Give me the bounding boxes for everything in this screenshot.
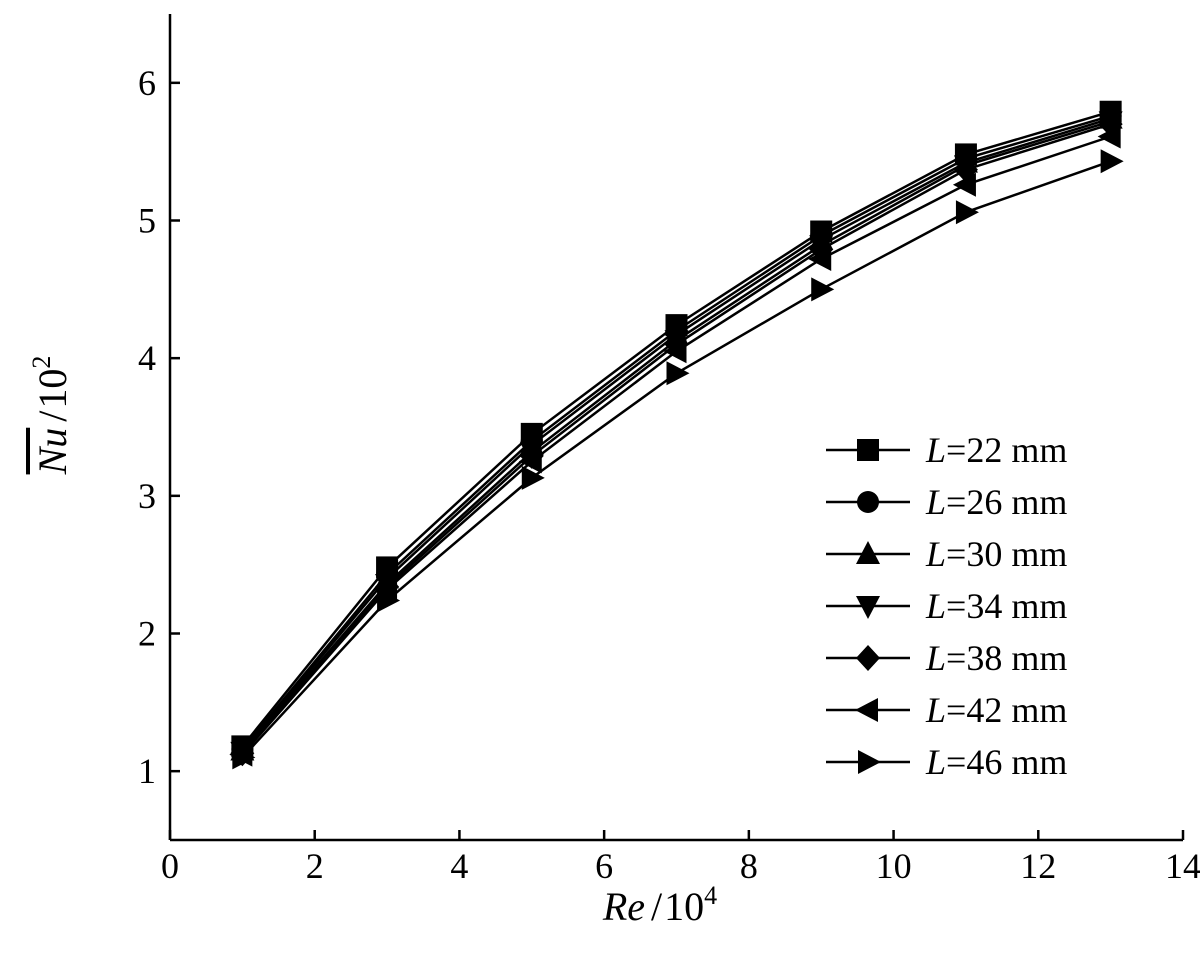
legend-marker <box>858 750 881 774</box>
x-axis-var: Re <box>602 884 645 929</box>
legend-item: L=22 mm <box>826 430 1067 470</box>
x-axis-exp: 4 <box>704 881 717 910</box>
legend-label-value: =26 mm <box>946 482 1067 522</box>
legend-label-var: L <box>925 586 946 626</box>
legend-marker <box>855 698 878 722</box>
legend-marker <box>856 541 880 564</box>
legend-item: L=42 mm <box>826 690 1067 730</box>
y-axis-sep: / <box>30 410 75 422</box>
data-point <box>518 449 542 474</box>
data-point <box>1100 149 1124 174</box>
data-point <box>811 277 835 302</box>
data-point <box>521 465 545 490</box>
series-layer <box>229 100 1124 770</box>
legend-label-value: =30 mm <box>946 534 1067 574</box>
legend-marker <box>857 491 879 513</box>
legend-label: L=46 mm <box>925 742 1067 782</box>
y-axis-base: 10 <box>30 369 75 409</box>
data-point <box>808 247 832 272</box>
legend-label: L=34 mm <box>925 586 1067 626</box>
y-axis-label-group: Nu /102 <box>27 356 75 476</box>
data-point <box>377 588 401 613</box>
legend-label-value: =38 mm <box>946 638 1067 678</box>
legend-marker <box>856 596 880 619</box>
x-axis-base: 10 <box>664 884 704 929</box>
y-tick-label: 1 <box>138 751 156 791</box>
y-tick-label: 6 <box>138 63 156 103</box>
data-point <box>663 339 687 364</box>
y-tick-label: 5 <box>138 201 156 241</box>
x-tick-label: 4 <box>450 846 468 886</box>
legend-label: L=30 mm <box>925 534 1067 574</box>
legend-marker <box>857 439 879 461</box>
axes <box>168 14 1183 842</box>
x-tick-label: 2 <box>306 846 324 886</box>
data-point <box>955 200 979 225</box>
x-tick-label: 14 <box>1165 846 1200 886</box>
x-tick-label: 6 <box>595 846 613 886</box>
x-tick-label: 10 <box>876 846 912 886</box>
legend-item: L=26 mm <box>826 482 1067 522</box>
legend-item: L=34 mm <box>826 586 1067 626</box>
y-axis-exp: 2 <box>27 356 56 369</box>
legend-label-value: =34 mm <box>946 586 1067 626</box>
legend-label-var: L <box>925 482 946 522</box>
legend-label-var: L <box>925 638 946 678</box>
y-tick-label: 2 <box>138 614 156 654</box>
legend-label-var: L <box>925 430 946 470</box>
series-triangle-right <box>232 149 1124 770</box>
legend-label: L=42 mm <box>925 690 1067 730</box>
legend-label: L=22 mm <box>925 430 1067 470</box>
x-tick-label: 8 <box>740 846 758 886</box>
legend-marker <box>856 645 880 671</box>
legend-label: L=38 mm <box>925 638 1067 678</box>
y-tick-label: 3 <box>138 476 156 516</box>
legend-label-value: =42 mm <box>946 690 1067 730</box>
legend-label: L=26 mm <box>925 482 1067 522</box>
x-axis-sep: / <box>651 884 663 929</box>
legend-item: L=46 mm <box>826 742 1067 782</box>
legend-label-var: L <box>925 742 946 782</box>
data-point <box>1097 124 1121 149</box>
data-point <box>666 361 690 386</box>
x-axis-label: Re/104 <box>602 881 717 929</box>
legend-item: L=38 mm <box>826 638 1067 678</box>
legend-label-value: =46 mm <box>946 742 1067 782</box>
legend-label-value: =22 mm <box>946 430 1067 470</box>
data-point <box>232 745 256 770</box>
data-point <box>952 172 976 197</box>
legend-label-var: L <box>925 690 946 730</box>
x-tick-label: 0 <box>161 846 179 886</box>
y-tick-label: 4 <box>138 338 156 378</box>
legend-item: L=30 mm <box>826 534 1067 574</box>
legend-label-var: L <box>925 534 946 574</box>
x-tick-label: 12 <box>1020 846 1056 886</box>
y-ticks: 1 2 3 4 5 6 <box>138 63 180 791</box>
y-axis-var: Nu <box>30 428 75 476</box>
y-axis-label: Nu /102 <box>27 356 75 476</box>
x-ticks: 0 2 4 6 8 10 12 14 <box>161 830 1200 886</box>
legend: L=22 mmL=26 mmL=30 mmL=34 mmL=38 mmL=42 … <box>826 430 1067 782</box>
